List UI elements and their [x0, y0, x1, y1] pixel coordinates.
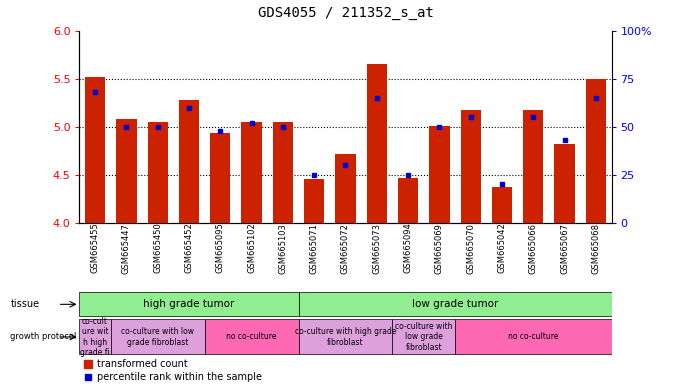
Text: high grade tumor: high grade tumor — [143, 299, 235, 310]
Text: GDS4055 / 211352_s_at: GDS4055 / 211352_s_at — [258, 6, 433, 20]
Text: GSM665095: GSM665095 — [216, 223, 225, 273]
Text: co-cult
ure wit
h high
grade fi: co-cult ure wit h high grade fi — [80, 317, 110, 357]
Text: co-culture with high grade
fibroblast: co-culture with high grade fibroblast — [295, 327, 396, 347]
Bar — [492, 187, 512, 223]
Bar — [554, 144, 575, 223]
Text: GSM665103: GSM665103 — [278, 223, 287, 273]
FancyBboxPatch shape — [79, 319, 111, 354]
Text: GSM665073: GSM665073 — [372, 223, 381, 274]
Text: co-culture with
low grade
fibroblast: co-culture with low grade fibroblast — [395, 322, 453, 352]
Bar — [335, 154, 356, 223]
Text: low grade tumor: low grade tumor — [412, 299, 498, 310]
Bar — [273, 122, 293, 223]
Legend: transformed count, percentile rank within the sample: transformed count, percentile rank withi… — [84, 359, 262, 382]
Text: co-culture with low
grade fibroblast: co-culture with low grade fibroblast — [121, 327, 194, 347]
Text: GSM665067: GSM665067 — [560, 223, 569, 274]
Text: GSM665072: GSM665072 — [341, 223, 350, 273]
Text: GSM665070: GSM665070 — [466, 223, 475, 273]
Text: tissue: tissue — [10, 299, 39, 310]
FancyBboxPatch shape — [79, 292, 299, 316]
Text: GSM665068: GSM665068 — [591, 223, 600, 274]
Text: GSM665452: GSM665452 — [184, 223, 193, 273]
FancyBboxPatch shape — [392, 319, 455, 354]
Bar — [148, 122, 168, 223]
Bar — [210, 134, 231, 223]
Text: GSM665450: GSM665450 — [153, 223, 162, 273]
FancyBboxPatch shape — [205, 319, 299, 354]
FancyBboxPatch shape — [299, 292, 612, 316]
Bar — [586, 79, 606, 223]
Text: GSM665071: GSM665071 — [310, 223, 319, 273]
Bar — [523, 111, 543, 223]
Text: GSM665066: GSM665066 — [529, 223, 538, 274]
Text: GSM665447: GSM665447 — [122, 223, 131, 273]
FancyBboxPatch shape — [299, 319, 392, 354]
FancyBboxPatch shape — [455, 319, 612, 354]
Bar — [367, 64, 387, 223]
Text: GSM665069: GSM665069 — [435, 223, 444, 273]
Text: GSM665042: GSM665042 — [498, 223, 507, 273]
Bar — [241, 122, 262, 223]
Text: GSM665102: GSM665102 — [247, 223, 256, 273]
Text: GSM665455: GSM665455 — [91, 223, 100, 273]
Bar — [85, 77, 105, 223]
Text: growth protocol: growth protocol — [10, 333, 77, 341]
Bar — [429, 126, 450, 223]
FancyBboxPatch shape — [111, 319, 205, 354]
Bar — [179, 100, 199, 223]
Bar — [116, 119, 137, 223]
Bar — [460, 111, 481, 223]
Text: no co-culture: no co-culture — [508, 333, 558, 341]
Text: no co-culture: no co-culture — [227, 333, 277, 341]
Text: GSM665094: GSM665094 — [404, 223, 413, 273]
Bar — [398, 178, 418, 223]
Bar — [304, 179, 324, 223]
